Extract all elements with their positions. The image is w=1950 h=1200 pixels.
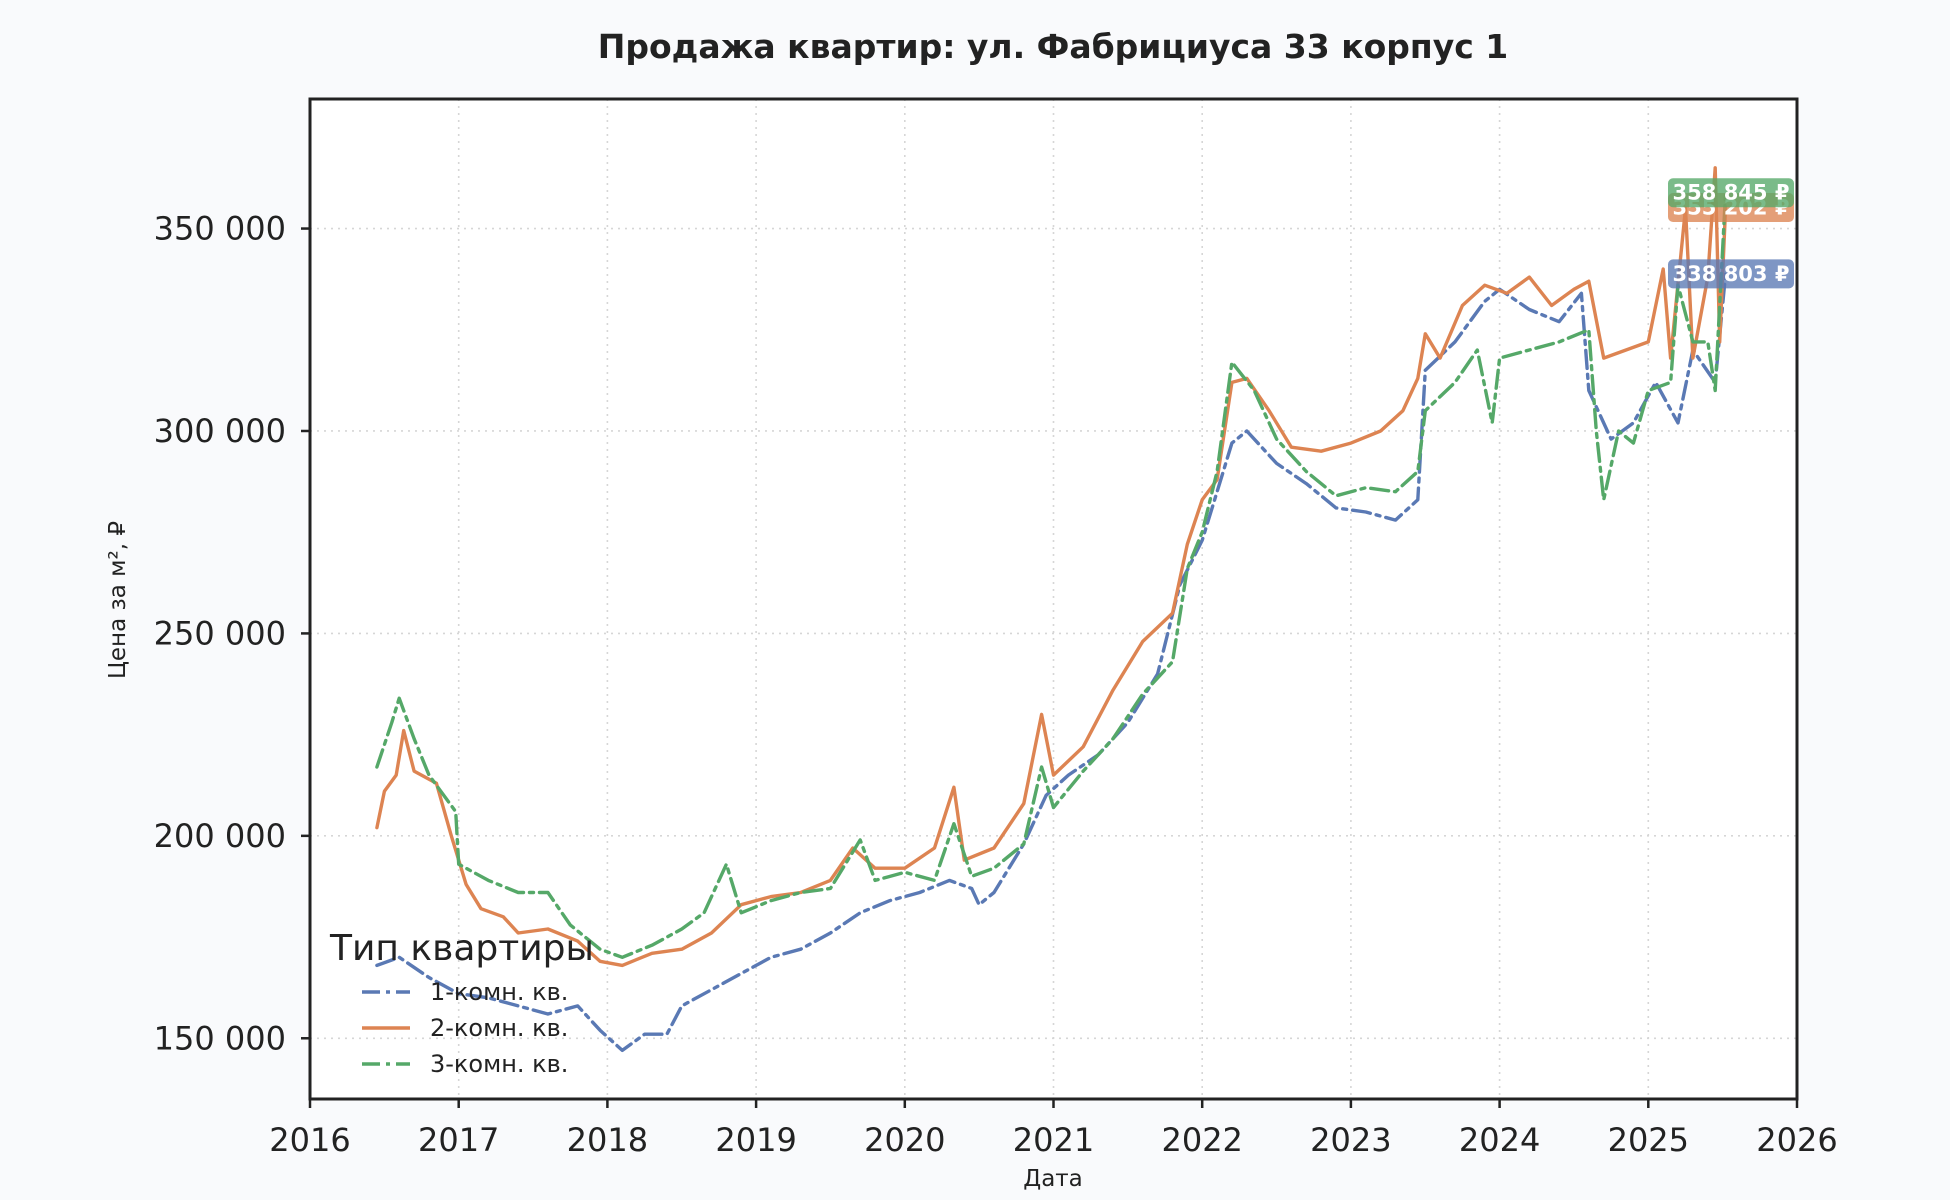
y-tick-label: 300 000 (154, 412, 286, 450)
legend-item-3: 3-комн. кв. (362, 1050, 568, 1078)
legend-title: Тип квартиры (329, 928, 594, 969)
y-tick-label: 150 000 (154, 1019, 286, 1057)
x-tick-label: 2025 (1608, 1121, 1689, 1159)
x-tick-label: 2018 (567, 1121, 648, 1159)
y-axis: 150 000 200 000 250 000 300 000 350 000 (154, 210, 310, 1057)
series-layer (375, 166, 1728, 1053)
y-axis-label: Цена за м², ₽ (105, 521, 131, 679)
grid (310, 99, 1797, 1099)
end-labels: 355 202 ₽338 803 ₽358 845 ₽ (1668, 178, 1794, 289)
x-tick-label: 2022 (1161, 1121, 1242, 1159)
legend-label: 3-комн. кв. (430, 1050, 568, 1078)
legend-item-2: 2-комн. кв. (362, 1014, 568, 1042)
series-line-2 (375, 166, 1728, 968)
legend-label: 1-комн. кв. (430, 978, 568, 1006)
x-tick-label: 2016 (269, 1121, 350, 1159)
chart-title: Продажа квартир: ул. Фабрициуса 33 корпу… (598, 27, 1508, 66)
x-tick-label: 2021 (1013, 1121, 1094, 1159)
x-tick-label: 2026 (1756, 1121, 1837, 1159)
y-tick-label: 200 000 (154, 817, 286, 855)
x-tick-label: 2019 (715, 1121, 796, 1159)
end-label-box (1668, 259, 1794, 289)
legend-label: 2-комн. кв. (430, 1014, 568, 1042)
end-label-box (1668, 178, 1794, 208)
end-label-1: 338 803 ₽ (1668, 259, 1794, 289)
series-line-3 (375, 191, 1728, 959)
y-tick-label: 250 000 (154, 614, 286, 652)
x-tick-label: 2023 (1310, 1121, 1391, 1159)
x-tick-label: 2024 (1459, 1121, 1540, 1159)
legend: Тип квартиры 1-комн. кв. 2-комн. кв. 3-ком… (329, 928, 594, 1078)
x-axis-label: Дата (1023, 1166, 1083, 1192)
end-label-value: 338 803 ₽ (1673, 262, 1790, 286)
end-label-value: 358 845 ₽ (1673, 181, 1790, 205)
x-axis: 2016 2017 2018 2019 2020 2021 2022 2023 2024 2025… (269, 1099, 1838, 1159)
x-tick-label: 2017 (418, 1121, 499, 1159)
x-tick-label: 2020 (864, 1121, 945, 1159)
end-label-3: 358 845 ₽ (1668, 178, 1794, 208)
legend-item-1: 1-комн. кв. (362, 978, 568, 1006)
y-tick-label: 350 000 (154, 210, 286, 248)
